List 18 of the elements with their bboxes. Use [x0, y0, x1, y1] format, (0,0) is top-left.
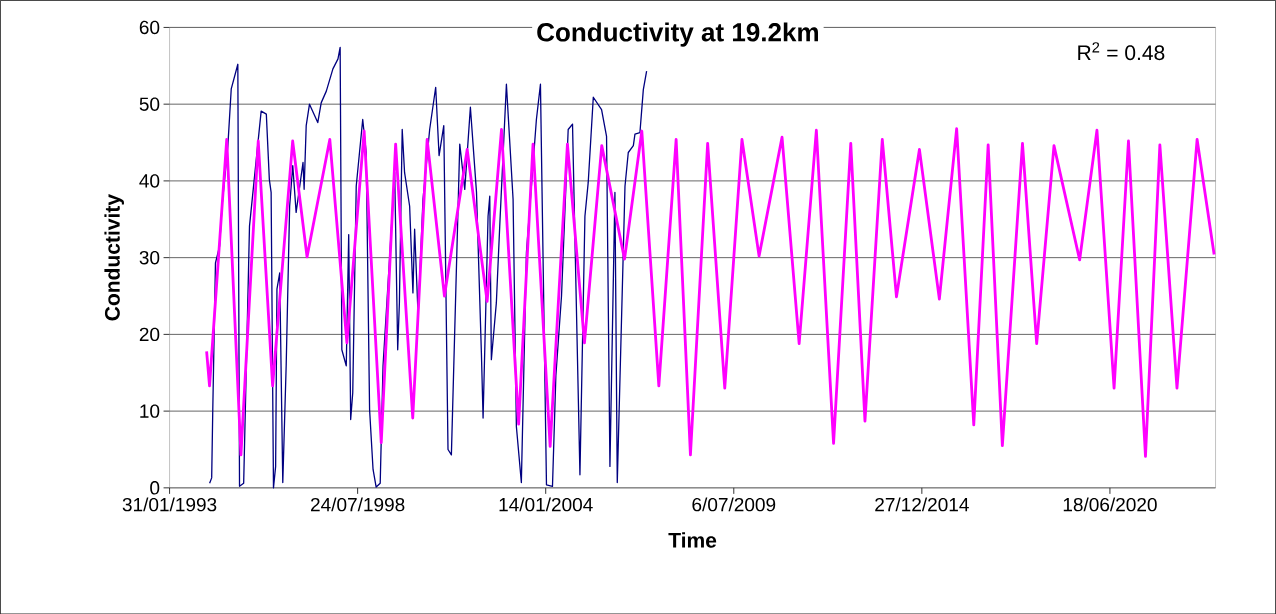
y-axis-title: Conductivity: [104, 193, 124, 321]
x-tick-label: 27/12/2014: [875, 497, 969, 512]
x-axis-title: Time: [668, 532, 717, 548]
y-tick-label: 50: [139, 97, 160, 111]
annotation: R$^{2}$ = 0.48: [1078, 41, 1165, 60]
x-tick-label: 6/07/2009: [692, 497, 776, 512]
y-tick-label: 10: [140, 404, 160, 418]
chart-title: Conductivity at 19.2km: [537, 22, 818, 47]
x-tick-label: 18/06/2020: [1063, 497, 1157, 512]
y-tick-label: 0: [150, 480, 160, 495]
x-tick-label: 24/07/1998: [311, 497, 405, 512]
line-series: [205, 127, 1216, 458]
y-tick-label: 40: [139, 173, 160, 188]
y-tick-label: 30: [139, 250, 160, 265]
y-tick-label: 60: [139, 20, 160, 34]
y-tick-label: 20: [139, 327, 160, 341]
x-tick-label: 31/01/1993: [122, 497, 217, 512]
x-tick-label: 14/01/2004: [499, 497, 593, 512]
